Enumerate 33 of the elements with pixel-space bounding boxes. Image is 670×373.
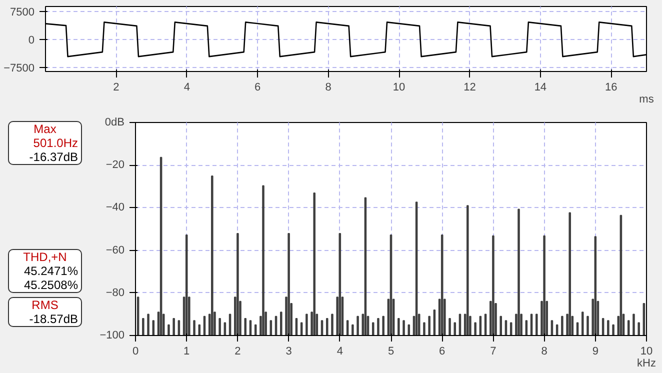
x-tick-label: 10	[640, 346, 653, 358]
text: RMS -18.57dB	[28, 298, 78, 326]
x-tick-label: 4	[336, 346, 343, 358]
y-tick-label: 0dB	[104, 116, 125, 128]
x-tick-label: 7	[490, 346, 496, 358]
y-tick-label: −80	[106, 286, 125, 299]
x-tick-label: 0	[132, 346, 139, 358]
x-tick-label: 9	[592, 346, 598, 358]
y-tick-label: −100	[100, 330, 125, 342]
text: THD,+N 45.2471% 45.2508%	[22, 250, 78, 292]
x-tick-label: 16	[605, 82, 618, 94]
x-tick-label: 10	[392, 82, 406, 94]
x-axis-title: kHz	[637, 358, 656, 370]
x-tick-label: 6	[254, 82, 261, 94]
x-tick-label: 14	[534, 82, 547, 94]
x-tick-label: 4	[184, 82, 190, 94]
x-tick-label: 1	[184, 346, 190, 358]
y-tick-label: 7500	[10, 6, 35, 18]
x-tick-label: 8	[325, 82, 332, 94]
x-tick-label: 2	[113, 82, 120, 94]
text: Max 501.0Hz -16.37dB	[28, 122, 78, 164]
x-axis-title: ms	[639, 94, 654, 106]
x-tick-label: 12	[464, 82, 476, 94]
y-tick-label: −7500	[4, 62, 35, 74]
y-tick-label: −20	[106, 159, 125, 172]
x-tick-label: 5	[388, 346, 394, 358]
x-tick-label: 3	[286, 346, 292, 358]
x-tick-label: 8	[541, 346, 548, 358]
x-tick-label: 6	[439, 346, 446, 358]
y-tick-label: −60	[106, 244, 125, 256]
y-tick-label: −40	[106, 202, 125, 214]
y-tick-label: 0	[28, 34, 35, 46]
x-tick-label: 2	[234, 346, 241, 358]
